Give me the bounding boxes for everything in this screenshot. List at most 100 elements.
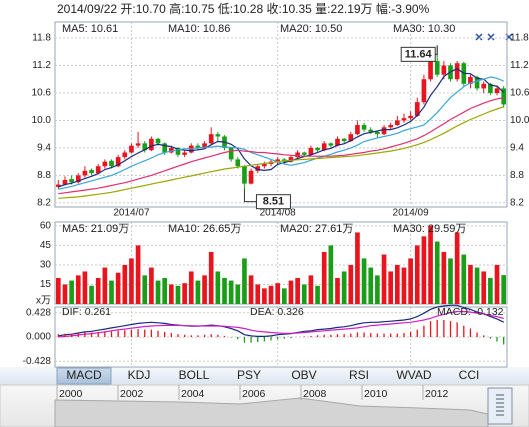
candle-body: [401, 118, 407, 121]
volume-bar: [461, 254, 467, 304]
scroll-grip: [496, 394, 504, 416]
candle-body: [142, 143, 148, 151]
tab[interactable]: CCI: [442, 368, 496, 384]
y-tick-label: -0.428: [23, 356, 52, 367]
volume-bar: [235, 284, 241, 304]
candle-body: [408, 115, 413, 119]
candle-body: [168, 147, 174, 153]
timeline-label: 2012: [425, 388, 449, 400]
volume-bar: [474, 267, 480, 304]
y-tick-label-right: 10.6: [510, 88, 529, 99]
volume-bar: [288, 280, 294, 304]
legend-entry: DEA: 0.326: [250, 306, 304, 318]
legend-entry: MA5: 10.61: [62, 23, 118, 35]
candle-body: [441, 65, 447, 75]
tab[interactable]: KDJ: [112, 368, 166, 384]
volume-bar: [242, 258, 247, 304]
volume-bar: [135, 245, 141, 304]
candle-body: [55, 184, 61, 187]
volume-bar: [454, 232, 460, 304]
volume-bar: [501, 275, 507, 304]
volume-bar: [195, 280, 201, 304]
y-tick-label: 9.4: [37, 143, 51, 154]
tab[interactable]: WVAD: [387, 368, 441, 384]
scroll-handle[interactable]: [487, 387, 513, 425]
tab[interactable]: BOLL: [167, 368, 221, 384]
candle-body: [62, 179, 68, 185]
y-tick-label-right: 10.0: [510, 115, 529, 126]
legend-entry: MA20: 27.61万: [280, 223, 353, 235]
volume-bar: [175, 285, 181, 304]
candle-body: [355, 125, 360, 135]
y-tick-label: 11.2: [32, 60, 51, 71]
candle-body: [255, 166, 261, 171]
annotation: 8.51: [263, 196, 284, 208]
volume-bar: [255, 284, 261, 304]
legend-entry: MA10: 26.65万: [168, 223, 241, 235]
tab[interactable]: MACD: [56, 367, 112, 385]
volume-bar: [421, 236, 427, 304]
candle-body: [341, 138, 347, 142]
volume-bar: [355, 232, 360, 304]
candle-body: [75, 175, 81, 183]
candle-body: [242, 166, 247, 184]
tab-label[interactable]: PSY: [237, 368, 261, 382]
legend-entry: MA30: 10.30: [393, 23, 455, 35]
legend-entry: MACD: -0.132: [437, 306, 504, 318]
candle-body: [109, 160, 114, 167]
volume-bar: [448, 258, 453, 304]
candle-body: [335, 138, 340, 146]
volume-bar: [434, 241, 440, 304]
candle-body: [428, 60, 433, 80]
candle-body: [501, 88, 507, 105]
volume-bar: [182, 283, 187, 304]
volume-bar: [275, 283, 281, 304]
volume-bar: [428, 225, 433, 304]
volume-bar: [222, 277, 227, 304]
candle-body: [348, 134, 354, 142]
candle-body: [208, 134, 214, 144]
tab-label[interactable]: RSI: [349, 368, 369, 382]
tab[interactable]: PSY: [222, 368, 276, 384]
candle-body: [468, 76, 473, 84]
tab[interactable]: RSI: [332, 368, 386, 384]
ma-line: [58, 76, 504, 190]
volume-bar: [301, 284, 307, 304]
volume-bar: [188, 271, 194, 304]
candle-body: [89, 169, 94, 174]
tab-label[interactable]: BOLL: [179, 368, 210, 382]
tab-label[interactable]: WVAD: [396, 368, 431, 382]
volume-bar: [348, 264, 354, 304]
tab-label[interactable]: KDJ: [128, 368, 151, 382]
unit-label: x万: [36, 296, 51, 307]
volume-bar: [82, 271, 88, 304]
volume-bar: [149, 267, 154, 304]
tab-label[interactable]: OBV: [291, 368, 316, 382]
volume-bar: [328, 245, 334, 304]
tab-label[interactable]: MACD: [66, 368, 102, 382]
candle-body: [248, 170, 254, 184]
candle-body: [182, 152, 187, 155]
candle-body: [149, 138, 154, 151]
candle-body: [102, 161, 108, 167]
y-tick-label-right: 8.2: [510, 198, 524, 209]
volume-bar: [109, 280, 114, 304]
tab-label[interactable]: CCI: [459, 368, 480, 382]
candle-body: [381, 127, 387, 135]
timeline-label: 2002: [120, 388, 144, 400]
y-tick-label: 8.2: [37, 198, 51, 209]
y-tick-label: 11.8: [32, 33, 51, 44]
candle-body: [315, 147, 320, 151]
volume-bar: [75, 275, 81, 304]
ma-line: [58, 106, 504, 199]
volume-bar: [122, 264, 128, 304]
candle-body: [275, 159, 281, 162]
candle-body: [135, 143, 141, 146]
tab[interactable]: OBV: [277, 368, 331, 384]
candle-body: [162, 143, 168, 153]
candle-body: [288, 157, 294, 162]
volume-bar: [208, 251, 214, 304]
legend-entry: DIF: 0.261: [62, 306, 111, 318]
y-tick-label: 10.6: [32, 88, 52, 99]
